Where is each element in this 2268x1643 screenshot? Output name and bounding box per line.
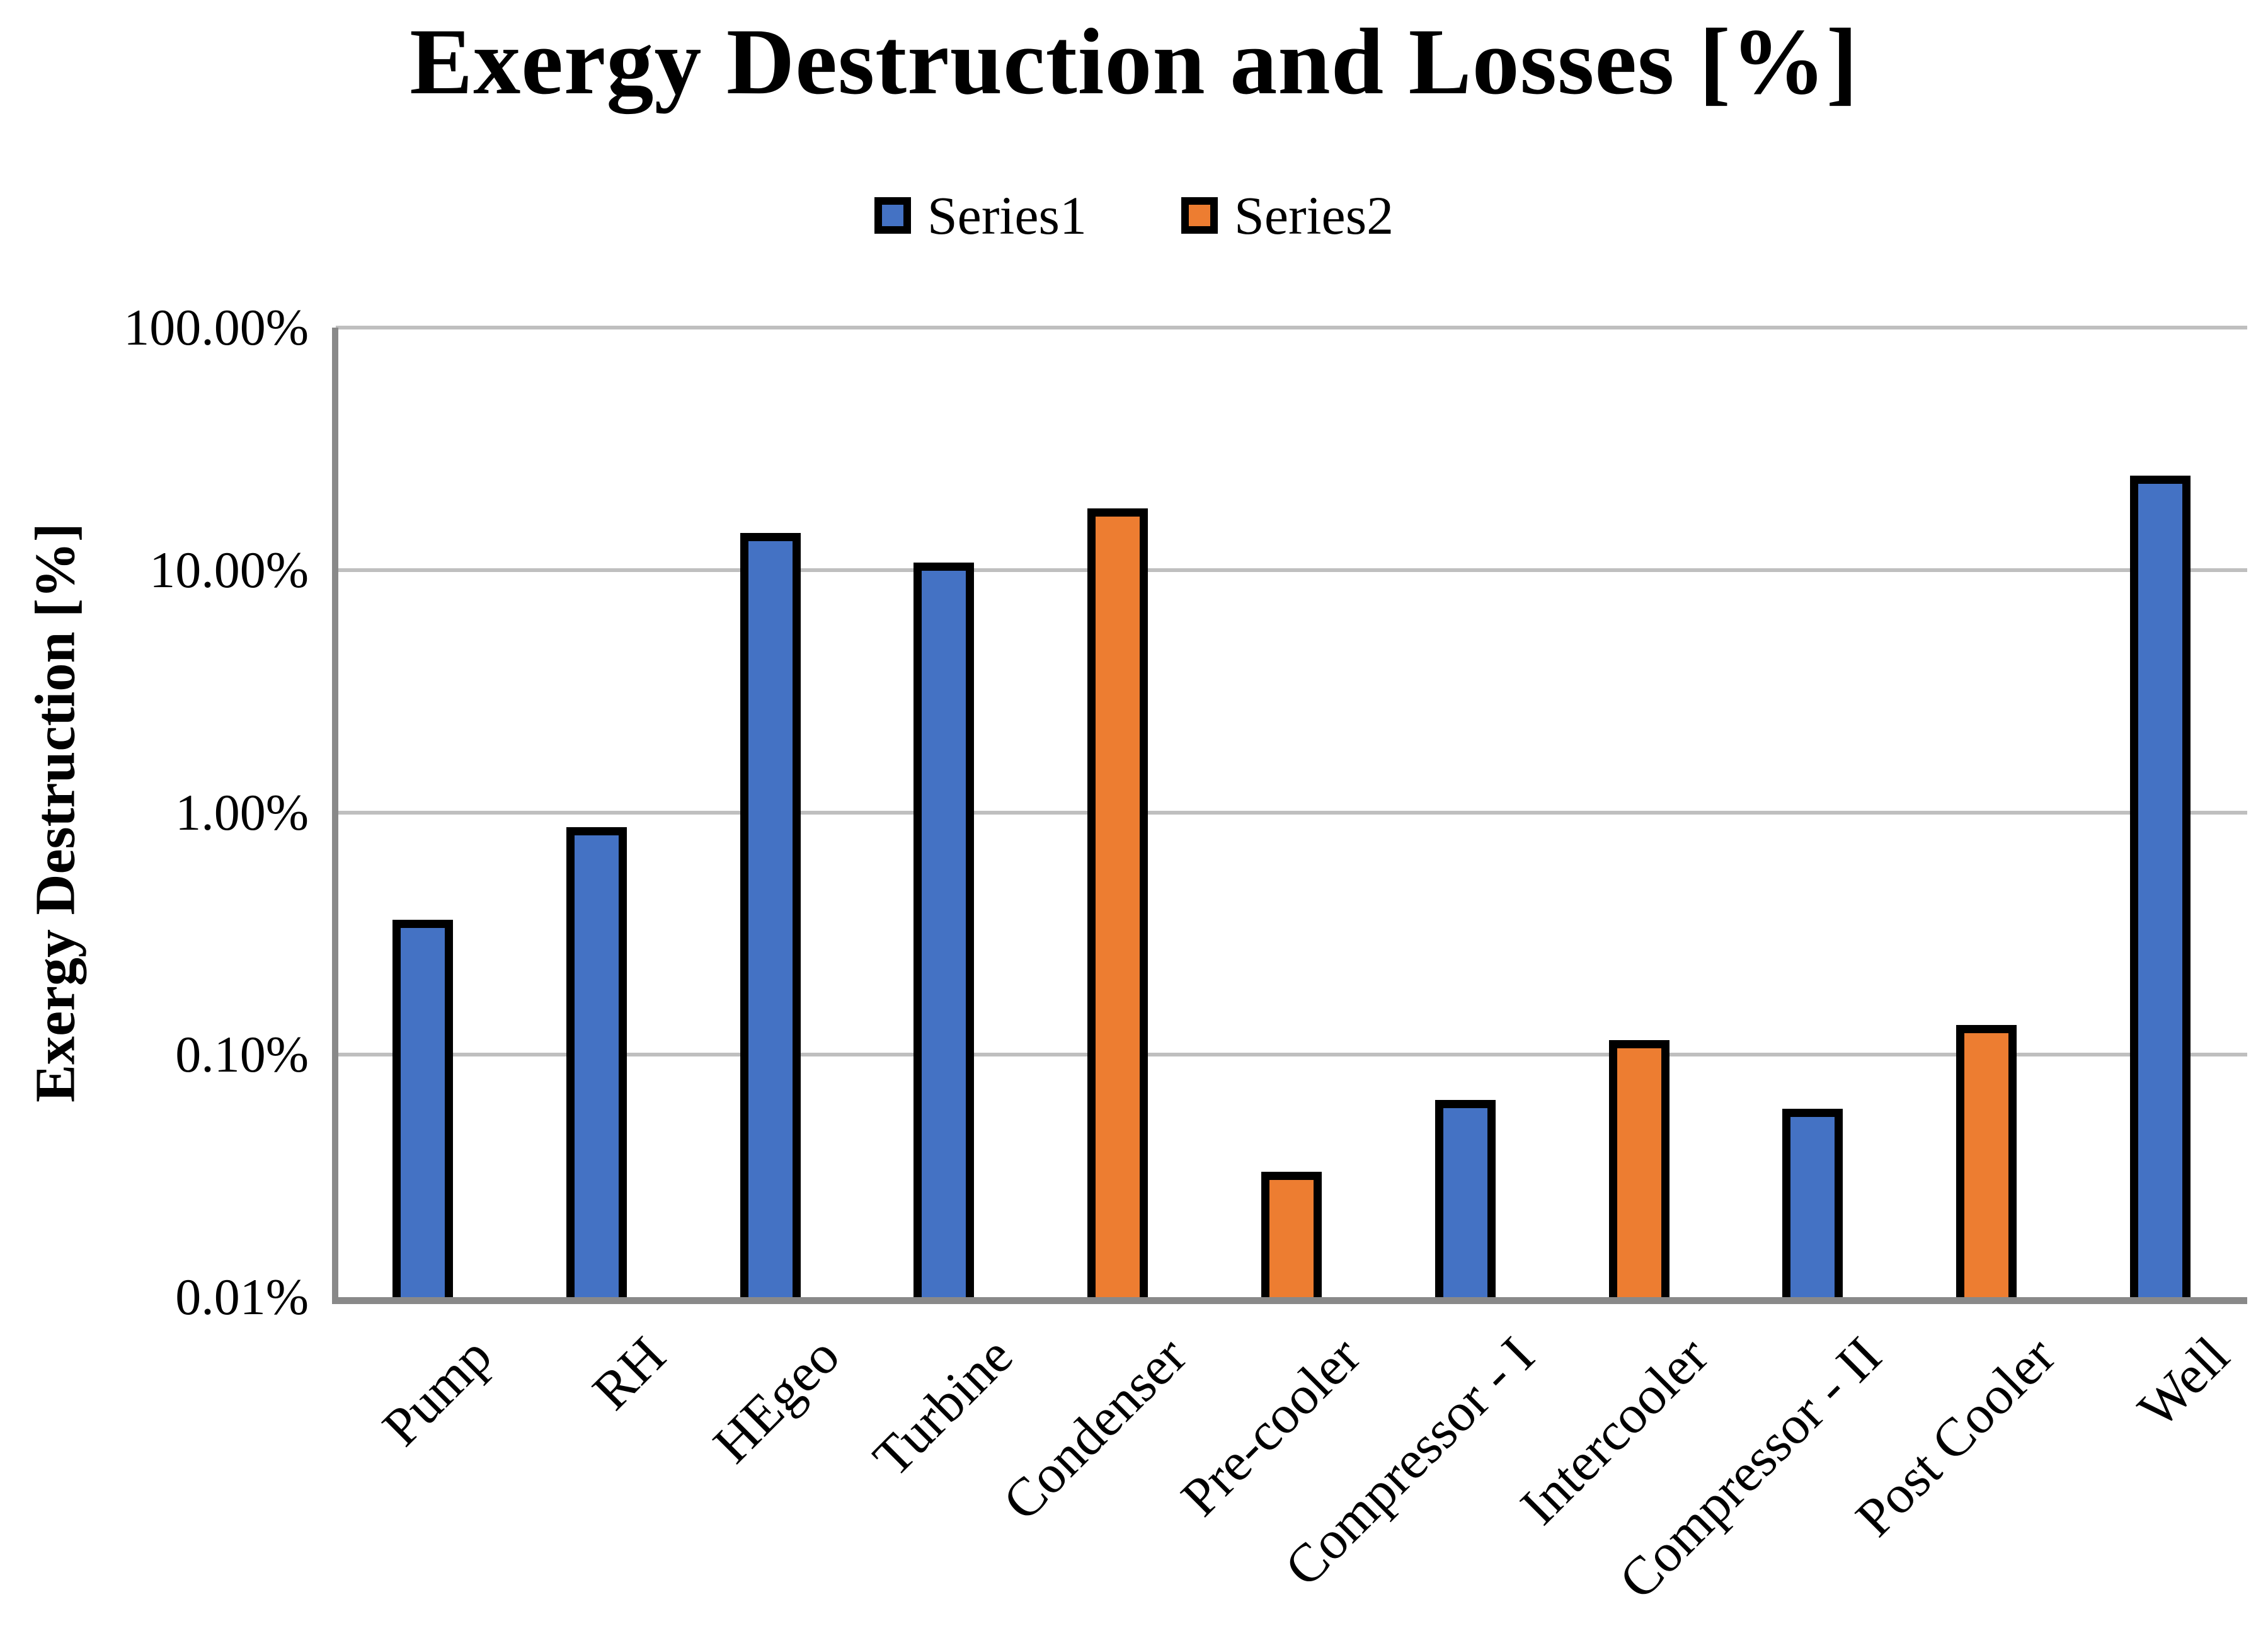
legend: Series1 Series2 xyxy=(0,184,2268,247)
gridline xyxy=(336,568,2247,572)
bar-well-series1 xyxy=(2130,476,2191,1297)
legend-item-series1: Series1 xyxy=(874,184,1087,247)
gridline xyxy=(336,326,2247,329)
bar-hegeo-series1 xyxy=(740,533,801,1297)
x-axis-line xyxy=(332,1297,2247,1304)
bar-compressor-ii-series1 xyxy=(1782,1108,1843,1297)
bar-compressor-i-series1 xyxy=(1435,1100,1496,1297)
y-tick-label-0-10: 0.10% xyxy=(175,1026,309,1084)
bar-condenser-series2 xyxy=(1087,508,1148,1297)
bar-intercooler-series2 xyxy=(1608,1039,1670,1297)
bar-turbine-series1 xyxy=(914,563,975,1297)
y-tick-label-0-01: 0.01% xyxy=(175,1268,309,1325)
y-axis-line xyxy=(332,328,338,1301)
bar-post-cooler-series2 xyxy=(1956,1024,2017,1297)
y-tick-label-1-00: 1.00% xyxy=(175,783,309,841)
legend-label-series1: Series1 xyxy=(927,185,1087,246)
bar-pre-cooler-series2 xyxy=(1261,1171,1322,1297)
gridline xyxy=(336,810,2247,815)
bar-pump-series1 xyxy=(392,920,453,1297)
legend-item-series2: Series2 xyxy=(1181,184,1394,247)
y-tick-label-100-00: 100.00% xyxy=(123,299,309,356)
bar-rh-series1 xyxy=(566,827,627,1297)
gridline xyxy=(336,1053,2247,1057)
chart-title: Exergy Destruction and Losses [%] xyxy=(410,9,1858,114)
series1-swatch-icon xyxy=(874,197,911,234)
y-tick-label-10-00: 10.00% xyxy=(149,541,309,598)
series2-swatch-icon xyxy=(1181,197,1218,234)
legend-label-series2: Series2 xyxy=(1234,185,1394,246)
